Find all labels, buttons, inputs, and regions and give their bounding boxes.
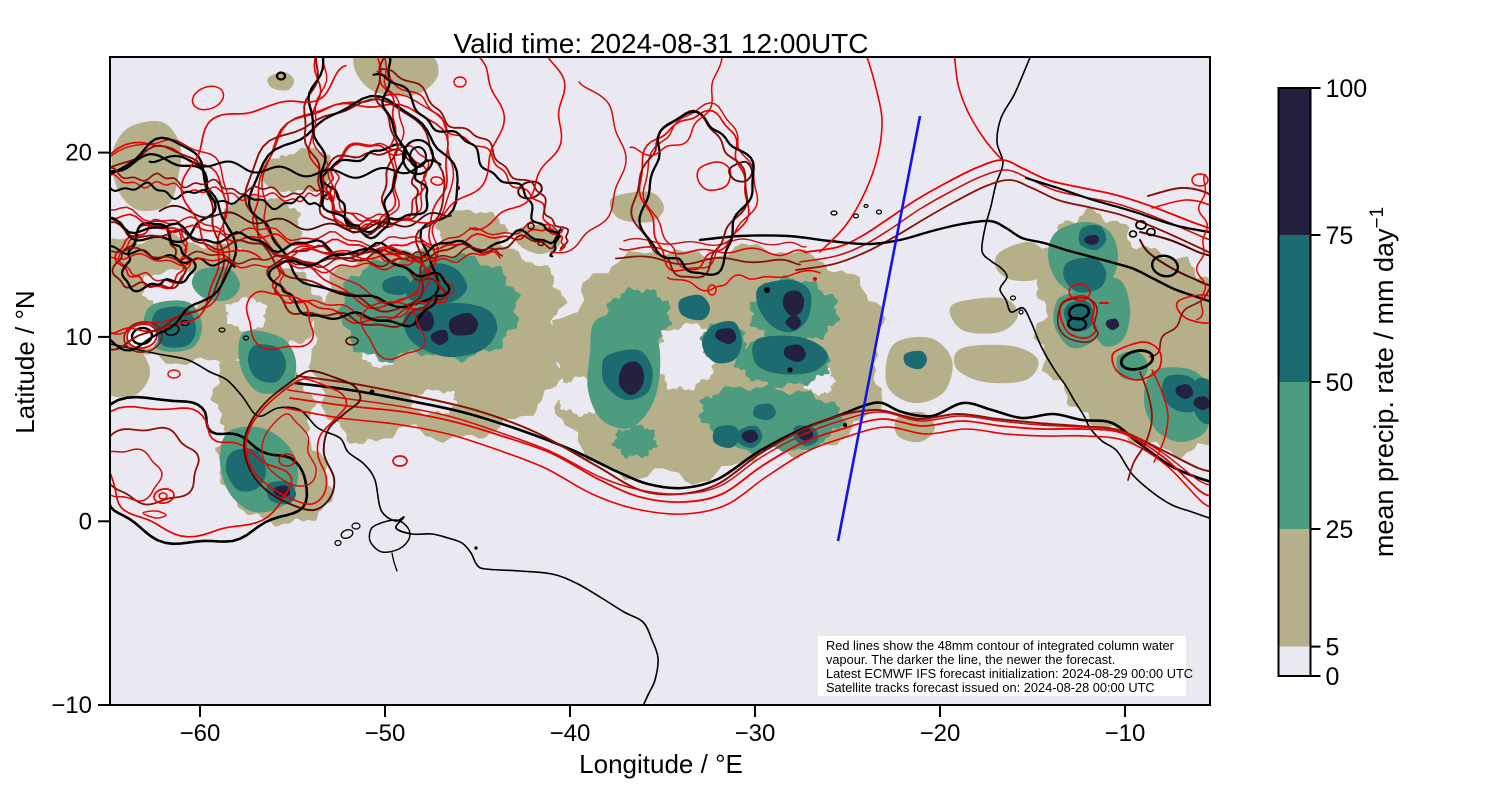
svg-text:75: 75 — [1326, 222, 1354, 250]
svg-text:mean precip. rate / mm day−1: mean precip. rate / mm day−1 — [1367, 207, 1399, 557]
svg-text:20: 20 — [65, 140, 92, 167]
svg-text:−20: −20 — [920, 720, 961, 747]
svg-text:Longitude / °E: Longitude / °E — [579, 749, 743, 779]
svg-text:−50: −50 — [365, 720, 406, 747]
svg-text:−30: −30 — [735, 720, 776, 747]
svg-text:5: 5 — [1326, 634, 1340, 662]
svg-text:100: 100 — [1326, 75, 1368, 103]
svg-text:vapour. The darker the line, t: vapour. The darker the line, the newer t… — [826, 652, 1115, 667]
svg-text:−60: −60 — [180, 720, 221, 747]
svg-text:0: 0 — [79, 508, 92, 535]
svg-text:Satellite tracks forecast issu: Satellite tracks forecast issued on: 202… — [826, 680, 1155, 695]
svg-text:25: 25 — [1326, 516, 1354, 544]
svg-text:−10: −10 — [1105, 720, 1146, 747]
svg-text:Latest ECMWF IFS forecast init: Latest ECMWF IFS forecast initialization… — [826, 666, 1193, 681]
svg-text:−10: −10 — [51, 692, 92, 719]
svg-text:10: 10 — [65, 324, 92, 351]
svg-text:Valid time: 2024-08-31 12:00UT: Valid time: 2024-08-31 12:00UTC — [453, 28, 868, 59]
svg-text:−40: −40 — [550, 720, 591, 747]
svg-text:50: 50 — [1326, 369, 1354, 397]
svg-text:0: 0 — [1326, 663, 1340, 691]
svg-text:Latitude / °N: Latitude / °N — [10, 290, 40, 433]
svg-text:Red lines show the 48mm contou: Red lines show the 48mm contour of integ… — [826, 638, 1175, 653]
